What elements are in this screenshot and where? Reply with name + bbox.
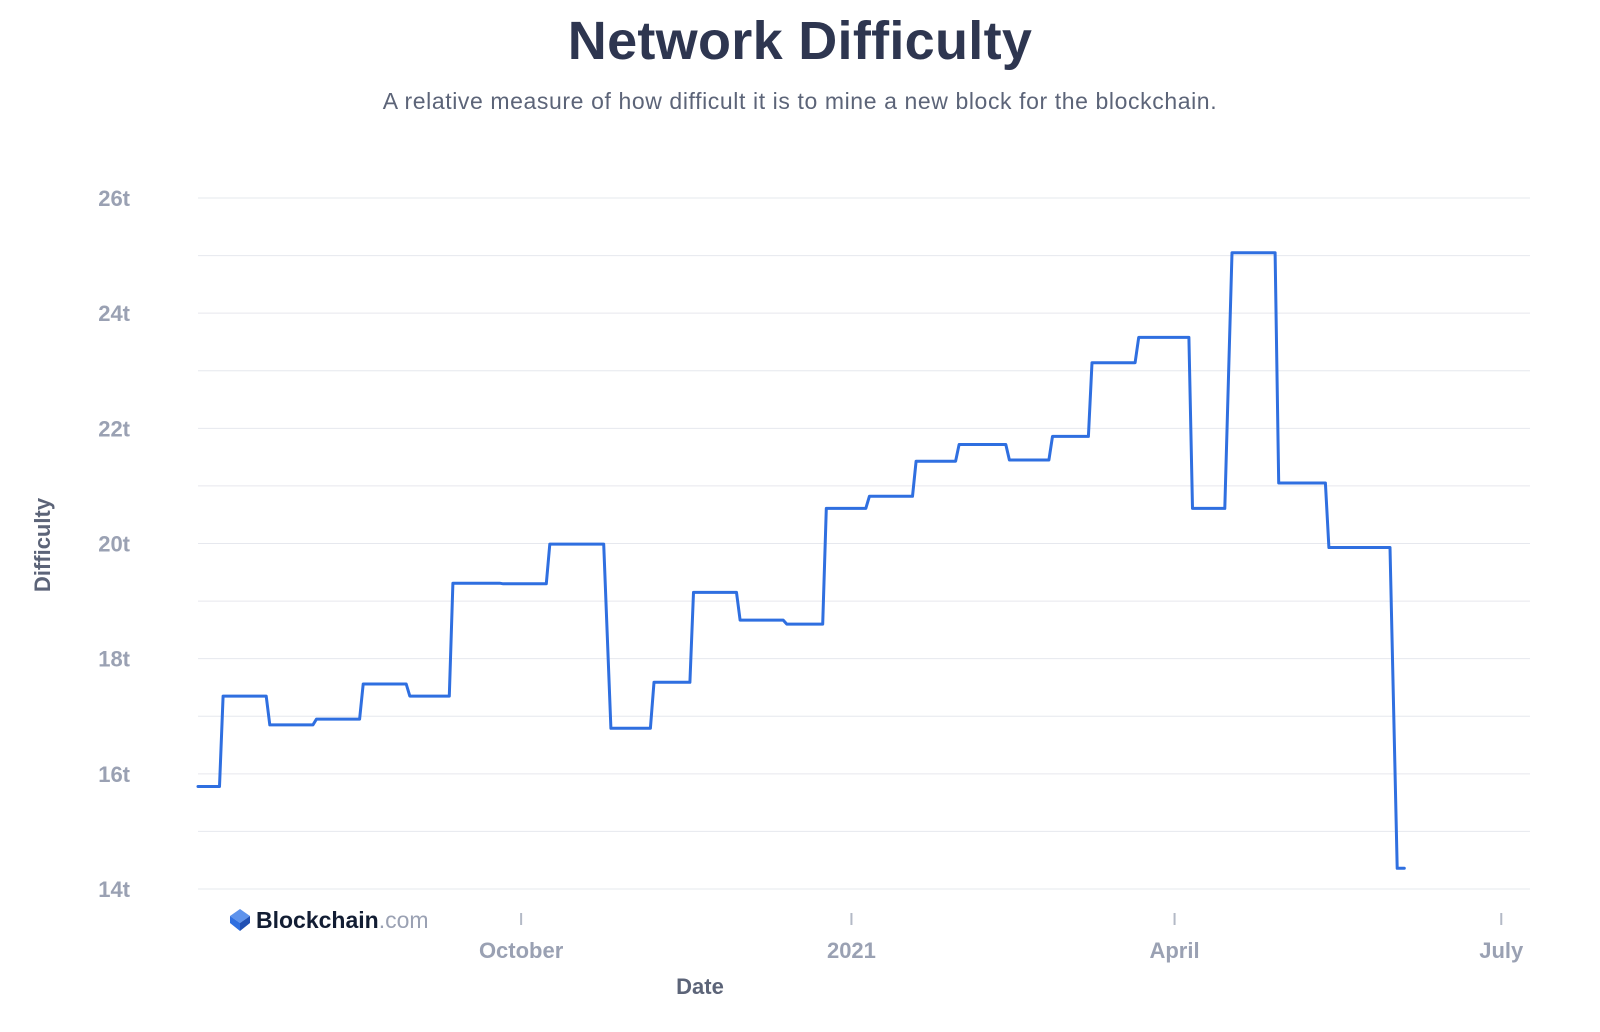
x-tick-label: April — [1149, 938, 1199, 963]
brand-suffix: .com — [379, 907, 429, 933]
y-tick-label: 18t — [98, 647, 130, 672]
x-tick-label: July — [1479, 938, 1524, 963]
chart-subtitle: A relative measure of how difficult it i… — [382, 88, 1218, 114]
svg-text:Blockchain.com: Blockchain.com — [256, 907, 429, 933]
y-tick-label: 16t — [98, 762, 130, 787]
y-tick-label: 26t — [98, 186, 130, 211]
difficulty-series-line — [196, 251, 1406, 870]
x-axis-title: Date — [676, 974, 724, 999]
y-tick-label: 20t — [98, 532, 130, 557]
y-tick-label: 14t — [98, 877, 130, 902]
blockchain-brand: Blockchain.com — [230, 907, 429, 933]
x-tick-label: 2021 — [827, 938, 876, 963]
y-axis-title: Difficulty — [30, 497, 55, 592]
x-axis-ticks: October 2021 April July — [479, 913, 1524, 963]
chart-title: Network Difficulty — [567, 11, 1033, 71]
brand-name: Blockchain — [256, 907, 379, 933]
blockchain-logo-icon — [230, 909, 250, 931]
y-tick-label: 24t — [98, 301, 130, 326]
y-axis-ticks: 14t 16t 18t 20t 22t 24t 26t — [98, 186, 130, 902]
grid-lines — [198, 197, 1530, 890]
y-tick-label: 22t — [98, 416, 130, 441]
series-layer — [196, 251, 1406, 870]
x-tick-label: October — [479, 938, 564, 963]
